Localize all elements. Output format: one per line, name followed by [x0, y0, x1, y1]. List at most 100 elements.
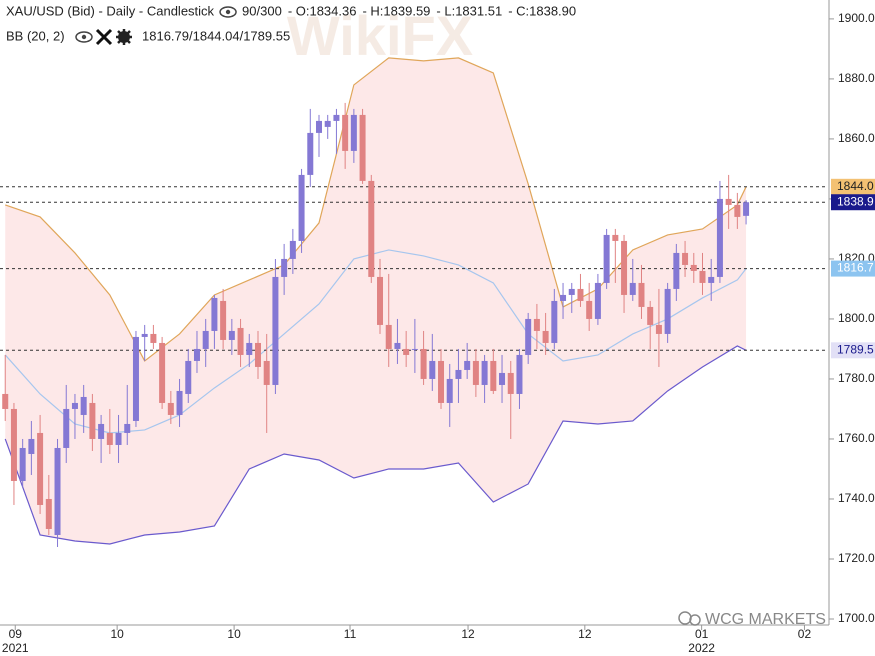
candle-body: [655, 324, 662, 334]
candle-body: [734, 204, 741, 217]
candle-body: [54, 447, 61, 535]
candle-body: [385, 324, 392, 349]
candle-body: [254, 342, 261, 367]
candle-body: [98, 423, 105, 439]
candle-body: [525, 318, 532, 355]
candle-body: [429, 360, 436, 379]
candle-body: [150, 333, 157, 343]
candle-body: [71, 402, 78, 409]
candle-body: [682, 252, 689, 265]
candle-body: [281, 258, 288, 277]
candle-body: [89, 402, 96, 439]
candle-body: [19, 447, 26, 481]
price-marker-box: [831, 178, 875, 195]
x-tick-year: 2022: [688, 641, 715, 655]
candle-body: [202, 330, 209, 349]
candle-body: [246, 342, 253, 355]
candle-body: [464, 360, 471, 370]
candle-body: [560, 294, 567, 301]
x-tick-label: 12: [461, 627, 475, 641]
indicator-label: BB (20, 2): [6, 28, 65, 43]
candle-body: [420, 348, 427, 379]
candle-body: [167, 402, 174, 415]
eye-icon[interactable]: [75, 31, 93, 43]
footer-logo: [678, 611, 701, 626]
candle-body: [368, 180, 375, 277]
candle-body: [185, 360, 192, 394]
candle-body: [289, 240, 296, 259]
plot-area: WikiFXWikiFX: [0, 4, 828, 547]
candle-body: [481, 360, 488, 385]
band-fill: [5, 57, 747, 544]
footer-brand: WCG MARKETS: [705, 611, 826, 628]
price-marker-label: 1789.5: [837, 342, 874, 356]
header-item: - C:1838.90: [508, 3, 576, 18]
y-tick-label: 1800.0: [838, 311, 875, 325]
candle-body: [612, 234, 619, 241]
candle-body: [542, 330, 549, 343]
candle-body: [594, 282, 601, 319]
candle-body: [315, 120, 322, 133]
y-tick-label: 1700.0: [838, 611, 875, 625]
remove-icon[interactable]: [95, 28, 113, 46]
band-line: [4, 345, 747, 545]
candle-body: [263, 360, 270, 385]
candle-body: [516, 354, 523, 394]
candle-body: [272, 276, 279, 385]
candle-body: [603, 234, 610, 283]
x-tick-label: 12: [578, 627, 592, 641]
candle-body: [10, 408, 17, 481]
candle-body: [673, 252, 680, 289]
candle-body: [350, 114, 357, 151]
y-tick-label: 1860.0: [838, 131, 875, 145]
candle-body: [377, 276, 384, 325]
candle-body: [507, 372, 514, 394]
candle-body: [394, 342, 401, 349]
candle-body: [577, 288, 584, 301]
candle-body: [411, 348, 418, 350]
candle-body: [716, 198, 723, 277]
candle-body: [472, 360, 479, 385]
x-tick-year: 2021: [2, 641, 29, 655]
candle-body: [621, 240, 628, 295]
header-item: - L:1831.51: [436, 3, 502, 18]
x-tick-label: 10: [227, 627, 241, 641]
candle-body: [499, 372, 506, 385]
eye-icon[interactable]: [219, 6, 237, 18]
price-marker-box: [831, 260, 875, 277]
candle-body: [455, 369, 462, 379]
candle-body: [141, 333, 148, 337]
y-tick-label: 1900.0: [838, 11, 875, 25]
header-item: - O:1834.36: [288, 3, 357, 18]
candle-body: [298, 174, 305, 241]
candle-body: [37, 432, 44, 505]
settings-icon[interactable]: [116, 29, 132, 45]
candle-body: [533, 318, 540, 331]
candle-body: [438, 360, 445, 403]
candle-body: [446, 378, 453, 403]
header-item: - H:1839.59: [362, 3, 430, 18]
price-marker-box: [831, 194, 875, 211]
y-tick-label: 1740.0: [838, 491, 875, 505]
candle-body: [106, 432, 113, 445]
x-tick-label: 11: [344, 627, 357, 641]
chart-title: XAU/USD (Bid) - Daily - Candlestick: [6, 3, 215, 18]
candle-body: [359, 114, 366, 181]
candle-body: [708, 276, 715, 283]
band-line: [4, 249, 747, 434]
indicator-icons[interactable]: [75, 28, 132, 46]
candle-body: [743, 202, 750, 216]
candle-body: [551, 300, 558, 343]
indicator-values: 1816.79/1844.04/1789.55: [142, 28, 290, 43]
price-marker-label: 1816.7: [837, 261, 874, 275]
candle-body: [333, 114, 340, 121]
candle-body: [629, 282, 636, 295]
x-tick-label: 01: [695, 627, 709, 641]
candle-body: [124, 423, 131, 433]
candle-body: [647, 306, 654, 325]
candle-body: [324, 120, 331, 127]
candle-body: [45, 498, 52, 529]
candle-body: [211, 297, 218, 331]
price-marker-box: [831, 342, 875, 359]
